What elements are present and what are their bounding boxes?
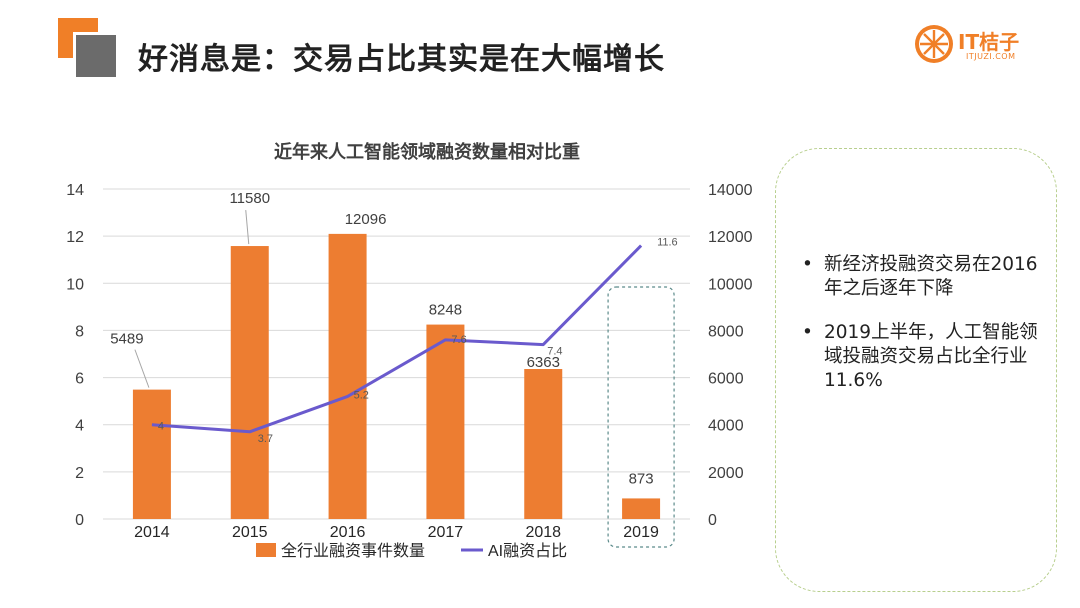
itjuzi-logo: IT桔子 ITJUZI.COM [914, 22, 1044, 68]
line-data-label: 3.7 [258, 433, 273, 445]
bar-data-label: 6363 [527, 354, 560, 371]
y-left-tick-label: 2 [75, 465, 84, 482]
y-left-tick-label: 4 [75, 418, 84, 435]
note-item: • 2019上半年，人工智能领域投融资交易占比全行业11.6% [802, 321, 1045, 393]
bullet-icon: • [802, 322, 813, 343]
y-left-tick-label: 14 [66, 182, 84, 199]
legend-bar-swatch [256, 543, 276, 557]
bar [230, 246, 269, 520]
line-data-label: 11.6 [657, 237, 678, 249]
bar [524, 369, 563, 519]
y-left-tick-label: 6 [75, 371, 84, 388]
ai-share-line [151, 244, 643, 434]
logo-subtext: ITJUZI.COM [966, 52, 1016, 61]
chart-title: 近年来人工智能领域融资数量相对比重 [274, 141, 580, 162]
y-right-tick-label: 6000 [708, 371, 744, 388]
x-tick-label: 2018 [525, 524, 561, 541]
y-right-tick-label: 0 [708, 512, 717, 529]
legend-line-label: AI融资占比 [488, 542, 567, 560]
line-data-label: 7.4 [547, 346, 562, 358]
y-right-tick-label: 14000 [708, 182, 753, 199]
legend-bar-label: 全行业融资事件数量 [281, 542, 425, 560]
decor-gray-square [76, 35, 116, 77]
bar-data-label: 5489 [110, 331, 143, 348]
line-data-label: 7.6 [451, 334, 466, 346]
bar [132, 389, 171, 519]
x-tick-label: 2015 [232, 524, 268, 541]
line-data-label: 4 [158, 421, 164, 433]
notes-list: • 新经济投融资交易在2016年之后逐年下降 • 2019上半年，人工智能领域投融资… [802, 253, 1045, 413]
orange-slice-icon [915, 25, 953, 63]
y-right-tick-label: 12000 [708, 229, 753, 246]
note-text: 新经济投融资交易在2016年之后逐年下降 [824, 254, 1038, 299]
y-right-tick-label: 8000 [708, 323, 744, 340]
x-tick-label: 2016 [330, 524, 366, 541]
bar-data-label: 12096 [345, 211, 387, 228]
note-item: • 新经济投融资交易在2016年之后逐年下降 [802, 253, 1045, 301]
bar [622, 498, 661, 519]
x-tick-label: 2014 [134, 524, 170, 541]
bar [328, 233, 367, 519]
y-right-tick-label: 10000 [708, 276, 753, 293]
y-left-tick-label: 10 [66, 276, 84, 293]
x-tick-label: 2017 [428, 524, 464, 541]
y-left-tick-label: 0 [75, 512, 84, 529]
y-left-tick-label: 12 [66, 229, 84, 246]
label-leader-line [134, 349, 150, 388]
y-right-tick-label: 2000 [708, 465, 744, 482]
y-right-tick-label: 4000 [708, 418, 744, 435]
label-leader-line [245, 209, 250, 245]
x-tick-label: 2019 [623, 524, 659, 541]
slide-title: 好消息是：交易占比其实是在大幅增长 [138, 42, 665, 77]
bar [426, 324, 465, 519]
notes-panel [775, 148, 1057, 592]
highlight-box [607, 286, 675, 548]
bar-data-label: 8248 [429, 302, 462, 319]
logo-text: IT桔子 [958, 30, 1020, 54]
note-text: 2019上半年，人工智能领域投融资交易占比全行业11.6% [824, 322, 1038, 391]
bar-data-label: 11580 [229, 190, 270, 207]
bar-data-label: 873 [629, 470, 654, 487]
line-data-label: 5.2 [354, 389, 369, 401]
y-left-tick-label: 8 [75, 323, 84, 340]
bullet-icon: • [802, 254, 813, 275]
combo-chart: 近年来人工智能领域融资数量相对比重 5489 11580 12096 8248 6363… [66, 141, 753, 560]
